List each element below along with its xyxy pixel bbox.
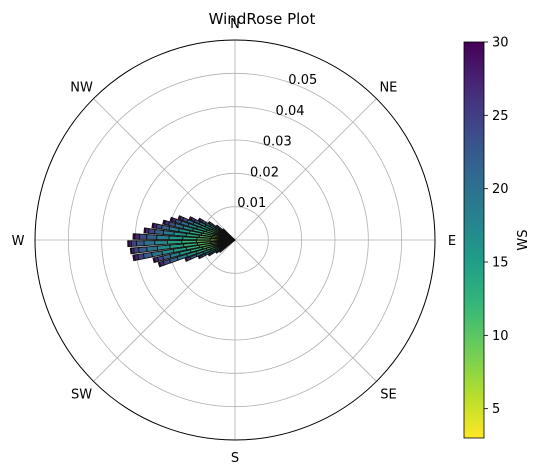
radial-tick-label: 0.03 [263, 135, 292, 150]
wind-bar-segment [143, 227, 147, 234]
angular-gridline [234, 239, 377, 382]
wind-bar-segment [132, 233, 136, 240]
radial-tick-label: 0.01 [237, 196, 266, 211]
radial-tick-label: 0.02 [250, 165, 279, 180]
wind-bar-segment [142, 251, 153, 260]
wind-bar-segment [207, 253, 211, 257]
colorbar-tick-label: 25 [492, 109, 509, 124]
angular-gridline [93, 239, 236, 382]
wind-bar-segment [146, 245, 159, 253]
chart-title: WindRose Plot [209, 10, 316, 28]
wind-bar-segment [207, 220, 211, 225]
wind-bar-segment [195, 239, 211, 243]
wind-bar-segment [162, 219, 167, 226]
colorbar-tick-label: 5 [492, 402, 500, 417]
colorbar: 5 10 15 20 25 30 WS [463, 36, 531, 439]
radial-tick-labels: 0.01 0.02 0.03 0.04 0.05 [237, 73, 317, 211]
polar-axes: 0.01 0.02 0.03 0.04 0.05 N NE E SE S SW W NW [12, 17, 457, 466]
wind-bar-segment [166, 239, 183, 245]
wind-bar-segment [177, 215, 182, 220]
direction-label: SE [380, 387, 396, 402]
polar-outline [34, 39, 436, 441]
direction-label: E [448, 234, 456, 249]
colorbar-label: WS [516, 229, 531, 250]
wind-bar-segment [143, 240, 156, 247]
wind-bars [127, 215, 236, 268]
direction-label: N [230, 17, 240, 32]
direction-labels: N NE E SE S SW W NW [12, 17, 457, 466]
angular-gridline [234, 98, 377, 241]
wind-bar-segment [127, 240, 130, 248]
colorbar-tick-label: 10 [492, 329, 509, 344]
wind-bar-segment [162, 230, 175, 236]
colorbar-gradient [463, 41, 485, 439]
wind-bar-segment [146, 234, 158, 240]
direction-label: W [12, 234, 25, 249]
polar-grid [34, 39, 436, 441]
direction-label: S [231, 451, 239, 466]
wind-bar-segment [129, 247, 133, 255]
wind-bar-segment [154, 240, 168, 246]
wind-bar-segment [184, 257, 188, 262]
radial-tick-label: 0.05 [288, 73, 317, 88]
wind-bar-segment [215, 224, 219, 228]
wind-bar-segment [157, 261, 162, 268]
wind-bar-segment [168, 235, 184, 241]
angular-gridline [93, 98, 236, 241]
colorbar-ticks: 5 10 15 20 25 30 [484, 36, 509, 417]
wind-bar-segment [188, 216, 193, 221]
wind-bar-segment [138, 246, 148, 254]
colorbar-tick-label: 30 [492, 36, 509, 51]
wind-bar-segment [138, 233, 148, 240]
wind-bar-segment [156, 234, 170, 240]
wind-bar-segment [148, 228, 156, 235]
direction-label: NW [70, 81, 93, 96]
wind-bar-segment [130, 240, 138, 247]
wind-bar-segment [197, 217, 202, 222]
wind-bar-segment [132, 254, 136, 262]
wind-bar-segment [154, 228, 165, 235]
wind-bar-segment [135, 240, 145, 247]
colorbar-tick-label: 15 [492, 256, 509, 271]
wind-bar-segment [169, 216, 174, 222]
wind-bar-segment [222, 228, 226, 232]
wind-bar-segment [160, 224, 171, 231]
wind-bar-segment [134, 233, 140, 240]
colorbar-tick-label: 20 [492, 182, 509, 197]
radial-tick-label: 0.04 [276, 104, 305, 119]
direction-label: SW [71, 387, 92, 402]
wind-bar-segment [197, 255, 202, 260]
wind-bar-segment [151, 222, 155, 229]
direction-label: NE [379, 81, 397, 96]
wind-bar-segment [152, 257, 156, 264]
wind-bar-segment [181, 239, 197, 244]
